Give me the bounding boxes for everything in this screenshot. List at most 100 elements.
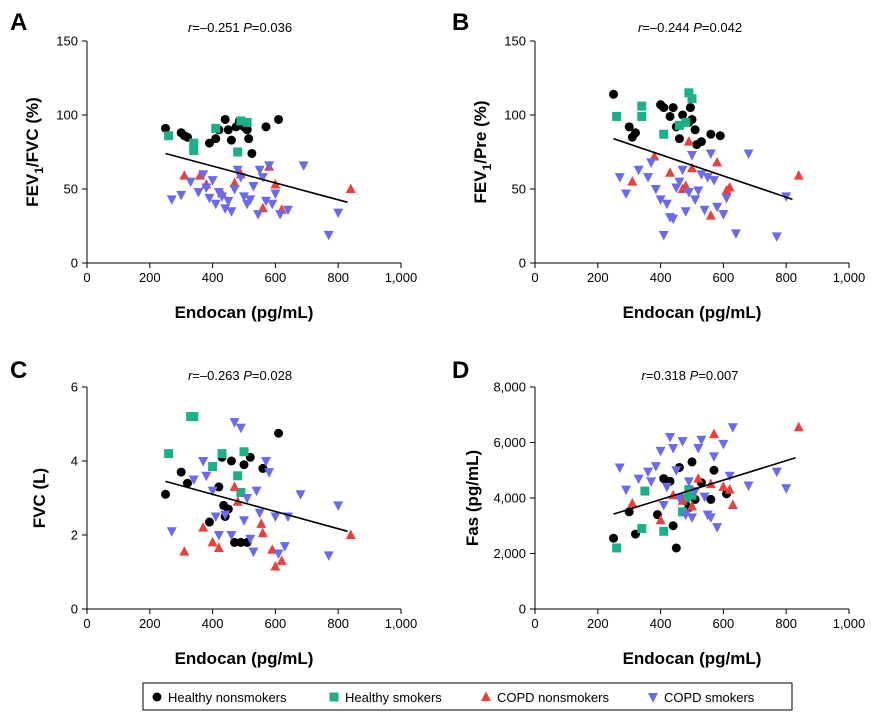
point-healthy-smokers	[687, 94, 697, 104]
stat-text: r=–0.263 P=0.028	[188, 368, 292, 383]
y-tick-label: 150	[504, 34, 526, 49]
point-healthy-smokers	[164, 131, 174, 141]
legend-item-copd-smokers: COPD smokers	[648, 690, 755, 705]
point-healthy-smokers	[637, 111, 647, 121]
point-copd-smokers	[771, 467, 782, 478]
point-healthy-nonsmokers	[668, 521, 678, 531]
y-tick-label: 0	[71, 256, 78, 271]
x-tick-label: 400	[202, 616, 224, 631]
point-copd-smokers	[198, 457, 209, 467]
x-tick-label: 200	[587, 270, 609, 285]
legend-label: Healthy smokers	[345, 690, 442, 705]
x-tick-label: 400	[202, 270, 224, 285]
trend-line	[613, 456, 796, 515]
legend: Healthy nonsmokers Healthy smokers COPD …	[142, 682, 793, 711]
x-tick-label: 800	[775, 616, 797, 631]
point-copd-nonsmokers	[712, 156, 723, 167]
point-copd-smokers	[661, 199, 672, 210]
point-copd-smokers	[166, 195, 177, 205]
point-copd-smokers	[614, 463, 625, 473]
point-copd-smokers	[235, 423, 246, 434]
point-copd-smokers	[658, 500, 669, 511]
x-tick-label: 0	[83, 616, 90, 631]
point-copd-smokers	[213, 531, 224, 541]
point-copd-smokers	[743, 149, 754, 159]
point-copd-smokers	[298, 161, 309, 171]
point-healthy-nonsmokers	[674, 134, 684, 144]
point-copd-smokers	[201, 471, 212, 482]
panel-letter: B	[452, 9, 469, 36]
point-copd-smokers	[621, 189, 632, 199]
point-healthy-nonsmokers	[609, 89, 618, 99]
point-copd-smokers	[621, 485, 632, 496]
x-tick-label: 0	[531, 270, 538, 285]
point-copd-smokers	[727, 423, 738, 433]
point-copd-smokers	[210, 199, 221, 210]
point-copd-smokers	[693, 444, 704, 454]
y-tick-label: 2	[71, 528, 78, 543]
legend-label: COPD smokers	[664, 690, 755, 705]
point-healthy-smokers	[681, 117, 691, 127]
point-copd-smokers	[248, 547, 259, 558]
point-healthy-nonsmokers	[220, 114, 230, 124]
y-tick-label: 50	[64, 182, 78, 197]
point-copd-smokers	[655, 446, 666, 457]
point-copd-smokers	[771, 232, 782, 242]
point-copd-nonsmokers	[705, 210, 716, 220]
point-copd-smokers	[333, 208, 344, 219]
panel-b: B r=–0.244 P=0.042 Endocan (pg/mL) FEV1/…	[452, 9, 865, 322]
point-healthy-smokers	[233, 147, 243, 157]
x-tick-label: 200	[139, 270, 161, 285]
stat-text: r=0.318 P=0.007	[642, 368, 739, 383]
panel-letter: D	[452, 357, 469, 384]
point-healthy-nonsmokers	[696, 137, 706, 147]
point-healthy-nonsmokers	[706, 494, 716, 504]
point-copd-smokers	[275, 210, 286, 220]
panel-d: D r=0.318 P=0.007 Endocan (pg/mL) Fas (p…	[452, 357, 865, 668]
point-copd-nonsmokers	[207, 536, 218, 547]
panel-letter: A	[10, 9, 27, 36]
stat-text: r=–0.251 P=0.036	[188, 20, 292, 35]
point-copd-nonsmokers	[683, 136, 694, 146]
y-tick-label: 2,000	[493, 546, 526, 561]
y-tick-label: 0	[519, 602, 526, 617]
point-healthy-nonsmokers	[223, 125, 233, 135]
point-copd-smokers	[633, 165, 644, 176]
point-copd-smokers	[658, 230, 669, 241]
point-copd-nonsmokers	[708, 428, 719, 439]
point-copd-nonsmokers	[693, 473, 704, 483]
x-tick-label: 800	[775, 270, 797, 285]
point-healthy-smokers	[242, 117, 252, 127]
y-tick-label: 6,000	[493, 435, 526, 450]
legend-marker-square-icon	[329, 692, 339, 702]
point-copd-smokers	[650, 462, 661, 472]
point-healthy-nonsmokers	[685, 103, 695, 113]
point-copd-smokers	[264, 468, 275, 478]
point-copd-smokers	[253, 210, 264, 220]
point-copd-nonsmokers	[793, 421, 804, 432]
point-healthy-smokers	[659, 526, 669, 536]
point-copd-smokers	[248, 182, 259, 192]
point-copd-smokers	[614, 173, 625, 183]
point-healthy-smokers	[637, 524, 647, 534]
point-healthy-nonsmokers	[176, 467, 186, 477]
point-healthy-nonsmokers	[668, 103, 678, 113]
point-healthy-nonsmokers	[609, 533, 618, 543]
point-copd-smokers	[693, 186, 704, 196]
point-copd-smokers	[705, 149, 716, 159]
point-copd-smokers	[185, 177, 196, 188]
point-copd-smokers	[251, 486, 262, 497]
point-copd-smokers	[730, 229, 741, 239]
point-copd-smokers	[270, 189, 281, 199]
point-healthy-nonsmokers	[709, 465, 719, 475]
point-copd-smokers	[176, 190, 187, 201]
point-copd-smokers	[721, 193, 732, 204]
x-tick-label: 600	[713, 270, 735, 285]
y-tick-label: 0	[519, 256, 526, 271]
x-tick-label: 1,000	[833, 616, 866, 631]
point-healthy-smokers	[612, 111, 622, 121]
point-healthy-nonsmokers	[161, 489, 170, 499]
point-copd-smokers	[696, 435, 707, 446]
point-copd-smokers	[229, 185, 240, 195]
